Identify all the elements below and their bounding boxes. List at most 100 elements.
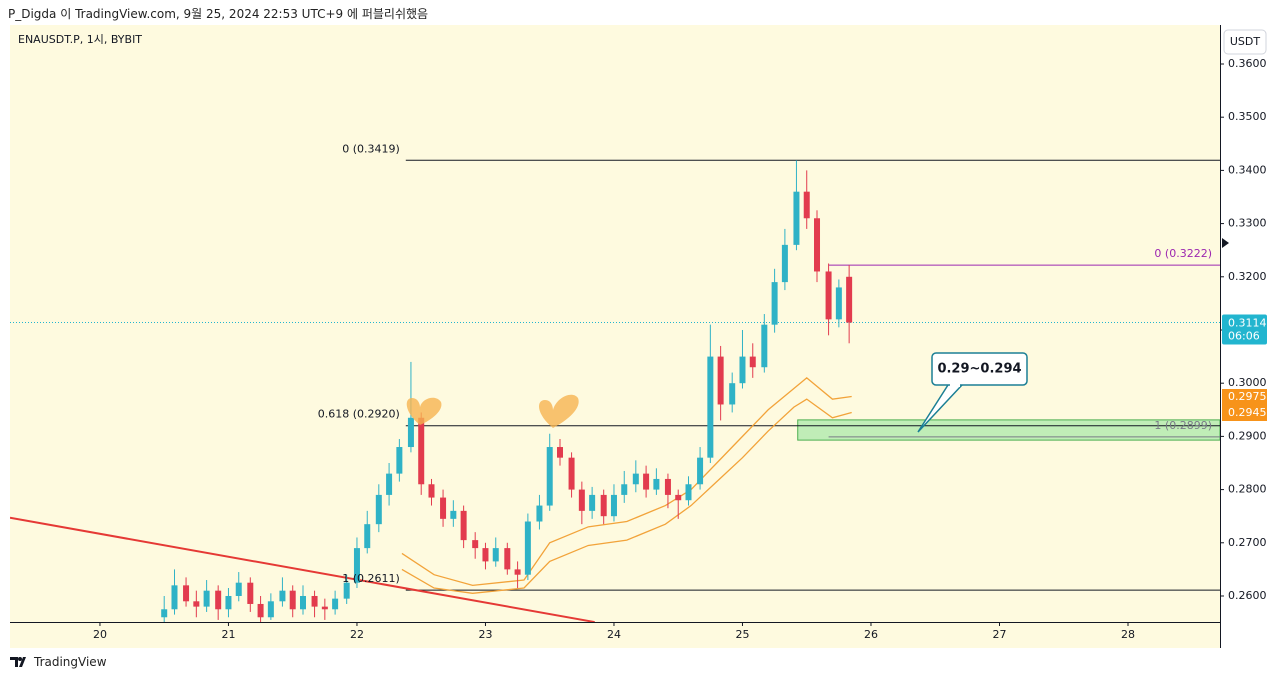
candle-body — [749, 356, 756, 368]
y-tick-label: 0.2700 — [1228, 536, 1267, 549]
candle-body — [568, 457, 575, 490]
publisher-line: P_Digda 이 TradingView.com, 9월 25, 2024 2… — [8, 7, 429, 21]
band-price-tag — [1222, 389, 1267, 405]
plot — [10, 159, 1220, 622]
candle-body — [215, 590, 222, 610]
candle-body — [707, 356, 714, 458]
candle-body — [203, 590, 210, 607]
x-tick-label: 21 — [221, 628, 235, 641]
last-price-label: 0.3114 — [1228, 317, 1267, 330]
fib-level-label: 0 (0.3222) — [1154, 247, 1212, 260]
candle-body — [697, 457, 704, 485]
x-tick-label: 25 — [735, 628, 749, 641]
heart-marker — [406, 397, 442, 425]
candle-body — [793, 191, 800, 245]
candle-body — [835, 287, 842, 320]
candle-body — [343, 582, 350, 599]
trend-line — [10, 516, 595, 622]
candle-body — [536, 505, 543, 522]
candle-body — [771, 282, 778, 325]
candle-body — [257, 603, 264, 618]
candle-body — [418, 417, 425, 485]
x-tick-label: 23 — [478, 628, 492, 641]
y-tick-label: 0.2800 — [1228, 483, 1267, 496]
y-tick-label: 0.2600 — [1228, 589, 1267, 602]
y-tick-label: 0.3200 — [1228, 270, 1267, 283]
y-tick-label: 0.3400 — [1228, 163, 1267, 176]
candle-body — [546, 447, 553, 506]
footer: TradingView — [10, 655, 107, 669]
candle-body — [846, 276, 853, 323]
candle-body — [440, 497, 447, 519]
band-price-label: 0.2975 — [1228, 390, 1267, 403]
currency-box — [1223, 29, 1267, 55]
candle-body — [621, 484, 628, 495]
axis-marker — [1222, 238, 1229, 248]
candle-body — [761, 324, 768, 368]
candle-body — [353, 548, 360, 583]
candle-body — [664, 478, 671, 495]
y-tick-label: 0.3000 — [1228, 376, 1267, 389]
candle-body — [396, 447, 403, 474]
candle-body — [492, 548, 499, 562]
fib-level-label: 1 (0.2899) — [1154, 419, 1212, 432]
candle-body — [375, 494, 382, 525]
band-price-tag — [1222, 405, 1267, 421]
candle-body — [299, 595, 306, 610]
fib-level-label: 1 (0.2611) — [342, 572, 400, 585]
band-price-label: 0.2945 — [1228, 406, 1267, 419]
candle-body — [311, 595, 318, 607]
y-tick-label: 0.3500 — [1228, 110, 1267, 123]
target-zone — [797, 419, 1220, 441]
last-price-tag — [1222, 314, 1267, 345]
time-axis-background — [10, 622, 1220, 648]
x-tick-label: 22 — [350, 628, 364, 641]
candle-body — [235, 582, 242, 596]
candle-body — [472, 540, 479, 549]
heart-marker — [539, 394, 579, 428]
candle-body — [289, 590, 296, 610]
candle-body — [407, 417, 414, 448]
candle-body — [814, 218, 821, 272]
candle-body — [825, 271, 832, 320]
candle-body — [578, 489, 585, 511]
countdown-label: 06:06 — [1228, 330, 1260, 343]
x-tick-label: 27 — [992, 628, 1006, 641]
candle-body — [514, 569, 521, 575]
candle-body — [729, 383, 736, 405]
candle-body — [161, 609, 168, 618]
callout-label: 0.29~0.294 — [937, 362, 1021, 377]
callout-pointer — [917, 384, 963, 433]
candle-body — [321, 606, 328, 610]
candle-body — [386, 473, 393, 495]
candle-body — [589, 494, 596, 511]
brand-name: TradingView — [34, 655, 107, 669]
candle-body — [450, 510, 457, 519]
y-tick-label: 0.2900 — [1228, 429, 1267, 442]
candle-body — [171, 585, 178, 610]
candle-body — [557, 447, 563, 458]
candle-body — [610, 494, 617, 517]
candle-body — [600, 494, 607, 517]
candle-body — [803, 191, 810, 219]
x-tick-label: 28 — [1121, 628, 1135, 641]
candle-body — [781, 244, 788, 283]
candle-body — [504, 548, 511, 570]
candle-body — [460, 510, 467, 541]
candle-body — [717, 356, 724, 405]
x-tick-label: 20 — [93, 628, 107, 641]
candle-body — [247, 582, 254, 604]
candle-body — [643, 473, 650, 490]
currency-label: USDT — [1230, 35, 1261, 48]
callout-box — [931, 352, 1028, 386]
candle-body — [183, 585, 190, 602]
brand-logo — [10, 657, 26, 667]
candle-body — [739, 356, 746, 384]
candle-body — [632, 473, 639, 485]
x-tick-label: 24 — [607, 628, 621, 641]
callout-gap — [950, 383, 960, 387]
candle-body — [364, 524, 371, 549]
y-tick-label: 0.3300 — [1228, 217, 1267, 230]
